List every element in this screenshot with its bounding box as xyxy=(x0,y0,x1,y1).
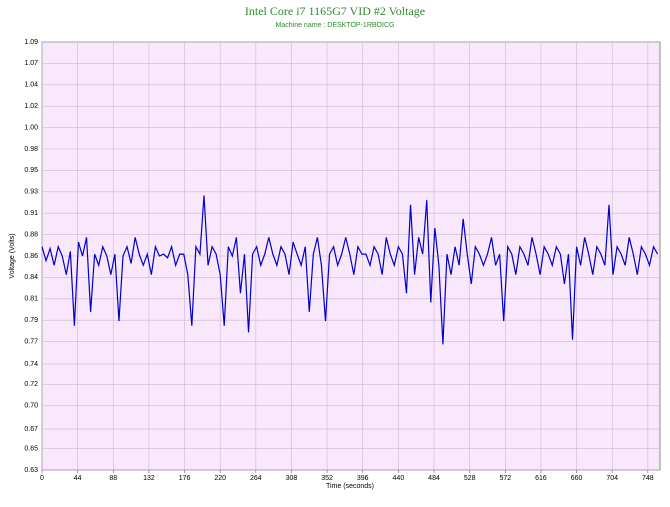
x-tick-label: 352 xyxy=(321,475,333,482)
x-axis-title: Time (seconds) xyxy=(326,483,374,490)
x-tick-label: 132 xyxy=(143,475,155,482)
y-tick-label: 0.65 xyxy=(24,445,38,452)
x-tick-label: 572 xyxy=(499,475,511,482)
x-tick-label: 396 xyxy=(357,475,369,482)
y-tick-label: 0.84 xyxy=(24,274,38,281)
y-tick-label: 0.72 xyxy=(24,381,38,388)
y-tick-label: 0.77 xyxy=(24,338,38,345)
y-tick-label: 0.88 xyxy=(24,231,38,238)
x-tick-label: 660 xyxy=(571,475,583,482)
x-tick-label: 616 xyxy=(535,475,547,482)
x-tick-label: 176 xyxy=(179,475,191,482)
x-tick-label: 484 xyxy=(428,475,440,482)
y-tick-label: 1.09 xyxy=(24,39,38,46)
x-tick-label: 308 xyxy=(286,475,298,482)
x-tick-label: 528 xyxy=(464,475,476,482)
y-tick-label: 1.04 xyxy=(24,82,38,89)
x-tick-label: 44 xyxy=(74,475,82,482)
x-tick-label: 748 xyxy=(642,475,654,482)
y-tick-label: 0.86 xyxy=(24,253,38,260)
data-line xyxy=(41,195,659,345)
x-tick-label: 440 xyxy=(393,475,405,482)
y-tick-label: 0.74 xyxy=(24,361,38,368)
y-tick-label: 0.81 xyxy=(24,296,38,303)
y-tick-label: 0.93 xyxy=(24,189,38,196)
x-tick-label: 88 xyxy=(109,475,117,482)
y-tick-label: 1.07 xyxy=(24,60,38,67)
y-tick-label: 0.67 xyxy=(24,426,38,433)
y-tick-label: 0.98 xyxy=(24,146,38,153)
y-tick-label: 0.91 xyxy=(24,210,38,217)
x-tick-label: 264 xyxy=(250,475,262,482)
y-tick-label: 0.70 xyxy=(24,403,38,410)
x-tick-label: 0 xyxy=(40,475,44,482)
y-tick-label: 0.79 xyxy=(24,317,38,324)
y-tick-label: 0.95 xyxy=(24,167,38,174)
chart-subtitle: Machine name : DESKTOP-1RBOICG xyxy=(276,22,395,29)
y-tick-label: 1.00 xyxy=(24,124,38,131)
y-axis-title: Voltage (Volts) xyxy=(9,233,16,278)
chart-title: Intel Core i7 1165G7 VID #2 Voltage xyxy=(245,4,425,18)
y-tick-label: 1.02 xyxy=(24,103,38,110)
x-tick-label: 220 xyxy=(214,475,226,482)
y-tick-label: 0.63 xyxy=(24,467,38,474)
x-tick-label: 704 xyxy=(606,475,618,482)
